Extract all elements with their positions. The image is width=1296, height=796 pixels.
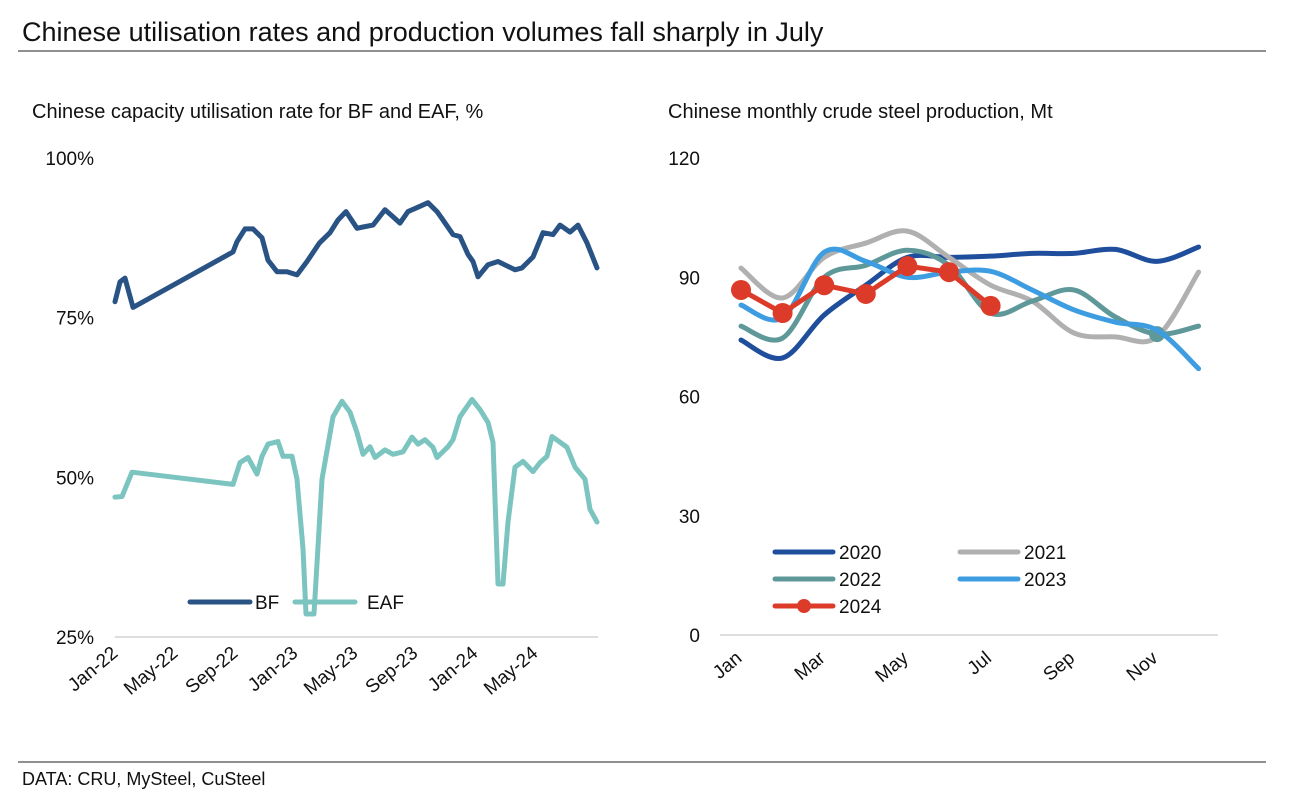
- y-tick-label: 30: [679, 507, 700, 528]
- x-tick-label: Jan-23: [244, 643, 302, 696]
- y-tick-label: 90: [679, 268, 700, 289]
- legend-label-2024: 2024: [839, 597, 882, 618]
- x-tick-label: Jan: [709, 648, 746, 684]
- x-tick-label: Sep-23: [362, 643, 422, 698]
- y-tick-label: 120: [668, 149, 700, 170]
- legend-label-2020: 2020: [839, 543, 881, 564]
- series-line-2023: [738, 246, 1202, 372]
- x-tick-label: May-24: [480, 642, 542, 699]
- data-point-2024: [855, 283, 876, 304]
- production-chart: 0 30 60 90 120 Jan Mar May Jul Sep Nov 2020 2021 2022…: [668, 149, 1218, 687]
- x-tick-label: Sep: [1040, 648, 1079, 686]
- data-point-2024: [772, 303, 793, 324]
- x-tick-label: Nov: [1123, 647, 1163, 685]
- y-tick-label: 25%: [56, 628, 94, 649]
- series-line-2020: [738, 244, 1202, 361]
- y-tick-label: 50%: [56, 468, 94, 489]
- y-tick-label: 100%: [45, 149, 94, 170]
- x-tick-label: Jan-22: [64, 643, 122, 696]
- legend-label-2021: 2021: [1024, 543, 1066, 564]
- series-line-2021: [738, 228, 1202, 345]
- source-note: DATA: CRU, MySteel, CuSteel: [22, 769, 265, 789]
- right-chart-title: Chinese monthly crude steel production, …: [668, 101, 1053, 123]
- data-point-2024: [939, 262, 959, 283]
- legend-label-bf: BF: [255, 593, 279, 614]
- data-point-2024: [731, 279, 751, 300]
- y-tick-label: 0: [689, 626, 700, 647]
- legend-marker-2024: [797, 599, 811, 613]
- left-chart-title: Chinese capacity utilisation rate for BF…: [32, 101, 484, 123]
- data-point-2024: [897, 256, 918, 277]
- legend-label-eaf: EAF: [367, 593, 404, 614]
- legend-label-2022: 2022: [839, 570, 881, 591]
- data-point-2024: [814, 275, 835, 296]
- legend-label-2023: 2023: [1024, 570, 1066, 591]
- y-tick-label: 60: [679, 388, 700, 409]
- data-point-2024: [980, 295, 1001, 316]
- x-tick-label: May-22: [120, 643, 182, 700]
- series-line-eaf: [112, 396, 600, 617]
- x-tick-label: May-23: [300, 643, 362, 700]
- x-tick-label: Sep-22: [182, 643, 242, 698]
- series-line-bf: [112, 200, 600, 310]
- x-tick-label: Jul: [964, 648, 996, 680]
- x-tick-label: Jan-24: [424, 642, 482, 696]
- figure-title: Chinese utilisation rates and production…: [22, 17, 824, 47]
- x-tick-label: Mar: [791, 647, 830, 685]
- y-tick-label: 75%: [56, 309, 94, 330]
- x-tick-label: May: [872, 647, 913, 686]
